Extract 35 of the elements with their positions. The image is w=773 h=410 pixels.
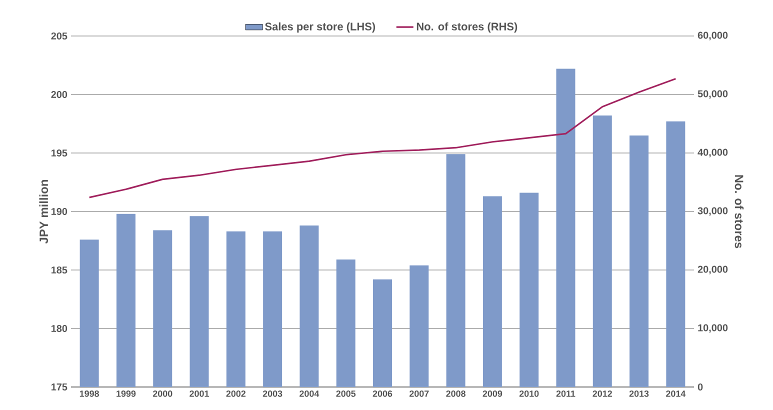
x-tick-label: 2001 — [190, 390, 209, 397]
x-tick-label: 2011 — [556, 390, 576, 397]
x-tick-label: 1999 — [116, 390, 136, 397]
x-tick-label: 2006 — [372, 390, 392, 397]
x-tick-label: 2008 — [446, 390, 466, 397]
x-tick-label: 2013 — [629, 390, 649, 397]
x-tick-label: 2014 — [666, 390, 686, 397]
x-tick-label: 2000 — [152, 390, 172, 397]
x-tick-label: 2003 — [262, 390, 282, 397]
legend-label: Sales per store (LHS) — [265, 22, 376, 33]
y2-tick-label: 30,000 — [698, 207, 728, 216]
y-tick-label: 190 — [51, 208, 68, 216]
x-tick-label: 2005 — [336, 390, 356, 397]
y2-tick-label: 0 — [698, 383, 703, 391]
y-tick-label: 175 — [51, 384, 68, 390]
y2-tick-label: 10,000 — [698, 324, 728, 333]
legend-label: No. of stores (RHS) — [416, 22, 518, 33]
x-tick-label: 2002 — [226, 390, 246, 397]
y2-tick-label: 50,000 — [698, 90, 728, 99]
y2-tick-label: 40,000 — [698, 148, 728, 158]
y2-tick-label: 20,000 — [698, 266, 728, 274]
y2-tick-label: 60,000 — [698, 32, 728, 40]
x-tick-label: 2012 — [592, 390, 612, 397]
x-tick-label: 2004 — [300, 390, 320, 397]
y-tick-label: 180 — [51, 324, 68, 332]
x-tick-label: 2009 — [482, 390, 502, 397]
x-tick-label: 1998 — [80, 390, 100, 397]
y-axis-title: JPY million — [39, 180, 48, 244]
y-tick-label: 185 — [51, 266, 68, 274]
y-tick-label: 195 — [51, 149, 68, 157]
y-tick-label: 205 — [51, 32, 68, 40]
y2-axis-title: No. of stores — [734, 175, 744, 248]
y-tick-label: 200 — [51, 90, 68, 98]
x-tick-label: 2007 — [409, 390, 429, 397]
x-tick-label: 2010 — [519, 390, 539, 397]
